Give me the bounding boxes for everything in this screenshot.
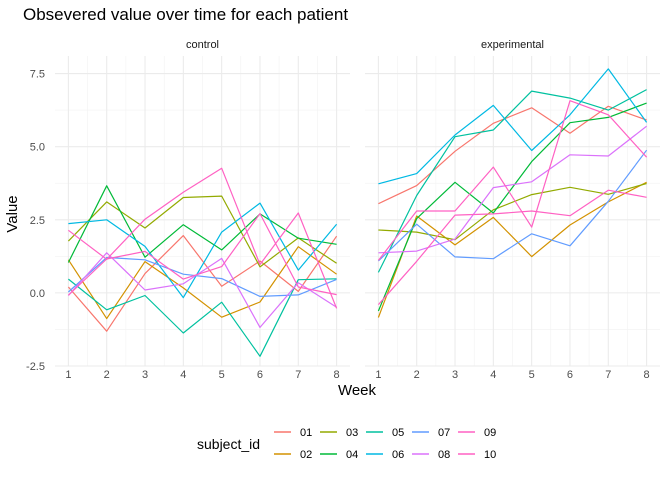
series-line-control-06 xyxy=(68,202,338,299)
x-tick-label: 2 xyxy=(414,369,420,381)
series-line-control-01 xyxy=(67,235,338,332)
legend-label-05: 05 xyxy=(392,427,404,439)
chart-title: Obsevered value over time for each patie… xyxy=(23,5,348,24)
x-tick-label: 4 xyxy=(180,369,186,381)
legend-title: subject_id xyxy=(197,436,260,452)
y-tick-label: 5.0 xyxy=(30,142,45,154)
legend-label-02: 02 xyxy=(300,449,312,461)
legend-label-03: 03 xyxy=(346,427,358,439)
gridlines-control xyxy=(55,56,350,367)
panel-control: control xyxy=(55,39,350,367)
legend-label-10: 10 xyxy=(484,449,496,461)
y-axis-title: Value xyxy=(4,195,21,232)
legend-label-06: 06 xyxy=(392,449,404,461)
x-tick-label: 5 xyxy=(529,369,535,381)
series-line-experimental-07 xyxy=(377,149,648,262)
series-line-experimental-05 xyxy=(377,89,647,273)
series-line-control-04 xyxy=(67,185,337,263)
legend-label-09: 09 xyxy=(484,427,496,439)
x-tick-label: 6 xyxy=(567,369,573,381)
legend-label-04: 04 xyxy=(346,449,358,461)
gridlines-experimental xyxy=(365,56,660,367)
series-line-control-03 xyxy=(67,195,337,268)
y-tick-label: 2.5 xyxy=(30,215,45,227)
x-tick-label: 5 xyxy=(219,369,225,381)
x-axis: 1 2 3 4 5 6 7 8 1 2 3 4 5 6 7 8 xyxy=(65,369,649,381)
series-line-experimental-10 xyxy=(377,100,648,261)
series-line-control-02 xyxy=(67,246,337,320)
x-tick-label: 7 xyxy=(605,369,611,381)
y-tick-label: -2.5 xyxy=(26,361,45,373)
series-line-experimental-01 xyxy=(378,105,647,205)
strip-label-control: control xyxy=(186,39,219,51)
x-tick-label: 3 xyxy=(452,369,458,381)
x-tick-label: 7 xyxy=(295,369,301,381)
series-line-experimental-04 xyxy=(377,102,647,312)
series-line-experimental-06 xyxy=(378,68,648,185)
legend-label-07: 07 xyxy=(438,427,450,439)
x-tick-label: 1 xyxy=(375,369,381,381)
series-line-control-09 xyxy=(67,213,337,296)
series-line-control-08 xyxy=(67,252,337,328)
legend-label-01: 01 xyxy=(300,427,312,439)
legend-label-08: 08 xyxy=(438,449,450,461)
y-tick-label: 7.5 xyxy=(30,69,45,81)
series-line-experimental-02 xyxy=(377,181,647,318)
panel-experimental: experimental xyxy=(365,39,660,367)
x-tick-label: 2 xyxy=(104,369,110,381)
strip-label-experimental: experimental xyxy=(481,39,544,51)
y-tick-label: 0.0 xyxy=(30,288,45,300)
series-line-experimental-08 xyxy=(378,125,647,254)
series-line-control-05 xyxy=(68,278,337,357)
x-tick-label: 8 xyxy=(644,369,650,381)
x-axis-title: Week xyxy=(338,382,377,399)
legend: subject_id 01 02 03 04 05 06 07 08 09 10 xyxy=(197,427,496,461)
x-tick-label: 3 xyxy=(142,369,148,381)
x-tick-label: 4 xyxy=(490,369,496,381)
x-tick-label: 1 xyxy=(65,369,71,381)
series-line-experimental-03 xyxy=(378,182,647,241)
series-line-experimental-09 xyxy=(377,189,647,305)
x-tick-label: 6 xyxy=(257,369,263,381)
y-axis: -2.5 0.0 2.5 5.0 7.5 xyxy=(26,69,45,373)
x-tick-label: 8 xyxy=(334,369,340,381)
series-line-control-10 xyxy=(68,167,338,309)
